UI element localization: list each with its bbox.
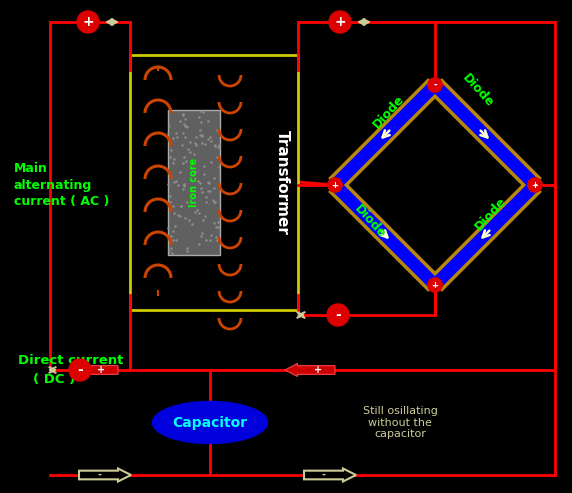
- Text: +: +: [334, 15, 346, 29]
- Bar: [130, 55, 298, 310]
- Text: Still osillating
without the
capacitor: Still osillating without the capacitor: [363, 406, 438, 439]
- Text: -: -: [97, 470, 101, 480]
- Text: -: -: [335, 308, 341, 322]
- Text: +: +: [97, 365, 105, 375]
- Text: Iron core: Iron core: [189, 158, 199, 207]
- Text: +: +: [314, 365, 322, 375]
- Circle shape: [428, 278, 442, 292]
- Text: Diode: Diode: [472, 194, 509, 233]
- Text: -: -: [77, 363, 83, 377]
- Text: +: +: [332, 180, 339, 189]
- Text: -: -: [433, 80, 437, 90]
- Polygon shape: [68, 363, 118, 377]
- Text: Capacitor: Capacitor: [172, 416, 248, 429]
- Circle shape: [77, 11, 99, 33]
- Polygon shape: [285, 363, 335, 377]
- Circle shape: [528, 178, 542, 192]
- Circle shape: [428, 278, 442, 292]
- Text: Direct current: Direct current: [18, 353, 124, 366]
- Circle shape: [428, 78, 442, 92]
- Polygon shape: [79, 468, 131, 482]
- Text: ( DC ): ( DC ): [33, 374, 76, 387]
- Text: -: -: [433, 80, 437, 90]
- Bar: [168, 110, 220, 255]
- Text: +: +: [332, 180, 339, 189]
- Polygon shape: [304, 468, 356, 482]
- Text: Diode: Diode: [460, 71, 496, 110]
- Text: Transformer: Transformer: [275, 130, 289, 235]
- Circle shape: [329, 11, 351, 33]
- Circle shape: [328, 178, 342, 192]
- Circle shape: [69, 359, 91, 381]
- Text: +: +: [431, 281, 439, 289]
- Circle shape: [328, 178, 342, 192]
- Circle shape: [327, 304, 349, 326]
- Text: Diode: Diode: [352, 203, 388, 241]
- Ellipse shape: [153, 401, 268, 444]
- Text: +: +: [531, 180, 538, 189]
- Circle shape: [428, 78, 442, 92]
- Text: +: +: [431, 281, 439, 289]
- Text: -: -: [533, 180, 537, 189]
- Text: +: +: [82, 15, 94, 29]
- Circle shape: [528, 178, 542, 192]
- Text: Diode: Diode: [370, 92, 407, 131]
- Text: -: -: [322, 470, 326, 480]
- Text: Main
alternating
current ( AC ): Main alternating current ( AC ): [14, 162, 109, 209]
